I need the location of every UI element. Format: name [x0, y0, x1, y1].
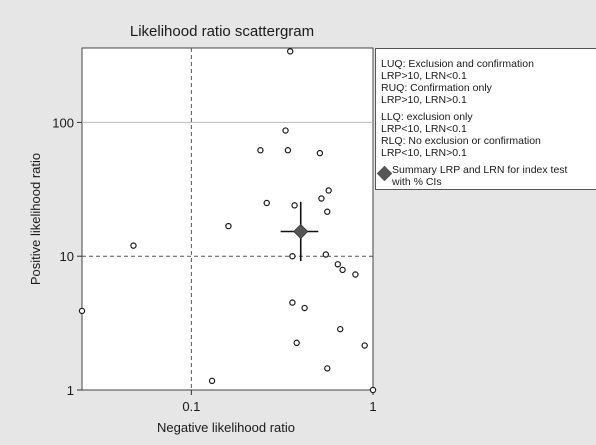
data-point	[324, 208, 331, 215]
data-point	[263, 199, 270, 207]
data-point	[225, 222, 232, 230]
legend-line: LRP>10, LRN<0.1	[381, 70, 467, 82]
data-point	[369, 386, 377, 394]
data-point	[289, 253, 296, 260]
x-axis-label: Negative likelihood ratio	[157, 420, 295, 435]
diamond-icon	[376, 165, 393, 182]
data-point	[257, 147, 264, 154]
legend-line: LLQ: exclusion only	[381, 111, 473, 123]
axis-ticks: 0.1 1 1 10 100	[52, 115, 376, 414]
data-point	[322, 251, 330, 258]
data-point	[318, 195, 325, 202]
data-point	[284, 147, 292, 154]
data-point	[339, 266, 346, 274]
legend-line: RLQ: No exclusion or confirmation	[381, 135, 541, 147]
data-point	[334, 261, 341, 268]
data-point	[208, 377, 216, 385]
x-tick-label: 0.1	[182, 399, 200, 414]
plot-area	[81, 47, 374, 391]
reference-lines	[82, 48, 373, 390]
data-point	[301, 304, 308, 312]
data-point	[291, 202, 298, 209]
legend-group-upper: LUQ: Exclusion and confirmation LRP>10, …	[381, 58, 593, 106]
data-point	[78, 307, 86, 315]
legend-line: RUQ: Confirmation only	[381, 82, 492, 94]
legend-summary-line: Summary LRP and LRN for index test	[392, 164, 568, 176]
data-point	[361, 342, 368, 349]
data-points	[78, 48, 377, 394]
data-point	[289, 299, 296, 306]
legend-summary-entry: Summary LRP and LRN for index test with …	[376, 164, 593, 188]
data-point	[282, 127, 289, 134]
data-point	[324, 365, 331, 372]
summary-diamond	[293, 223, 309, 240]
data-point	[352, 271, 359, 278]
data-point	[130, 242, 137, 249]
legend-summary-line: with % CIs	[392, 176, 442, 188]
legend-line: LRP>10, LRN>0.1	[381, 94, 467, 106]
data-point	[325, 187, 332, 194]
legend-line: LUQ: Exclusion and confirmation	[381, 58, 534, 70]
summary-estimate	[280, 201, 319, 262]
legend-line: LRP<10, LRN>0.1	[381, 147, 467, 159]
chart-title: Likelihood ratio scattergram	[130, 23, 314, 40]
legend: LUQ: Exclusion and confirmation LRP>10, …	[375, 48, 596, 190]
y-axis-label: Positive likelihood ratio	[28, 153, 43, 285]
y-tick-label: 1	[67, 383, 74, 398]
data-point	[316, 149, 324, 157]
data-point	[337, 325, 344, 333]
y-tick-label: 100	[52, 115, 74, 130]
y-tick-label: 10	[60, 249, 74, 264]
legend-group-lower: LLQ: exclusion only LRP<10, LRN<0.1 RLQ:…	[381, 111, 593, 159]
legend-line: LRP<10, LRN<0.1	[381, 123, 467, 135]
data-point	[293, 339, 300, 347]
x-tick-label: 1	[369, 399, 376, 414]
data-point	[286, 48, 294, 55]
